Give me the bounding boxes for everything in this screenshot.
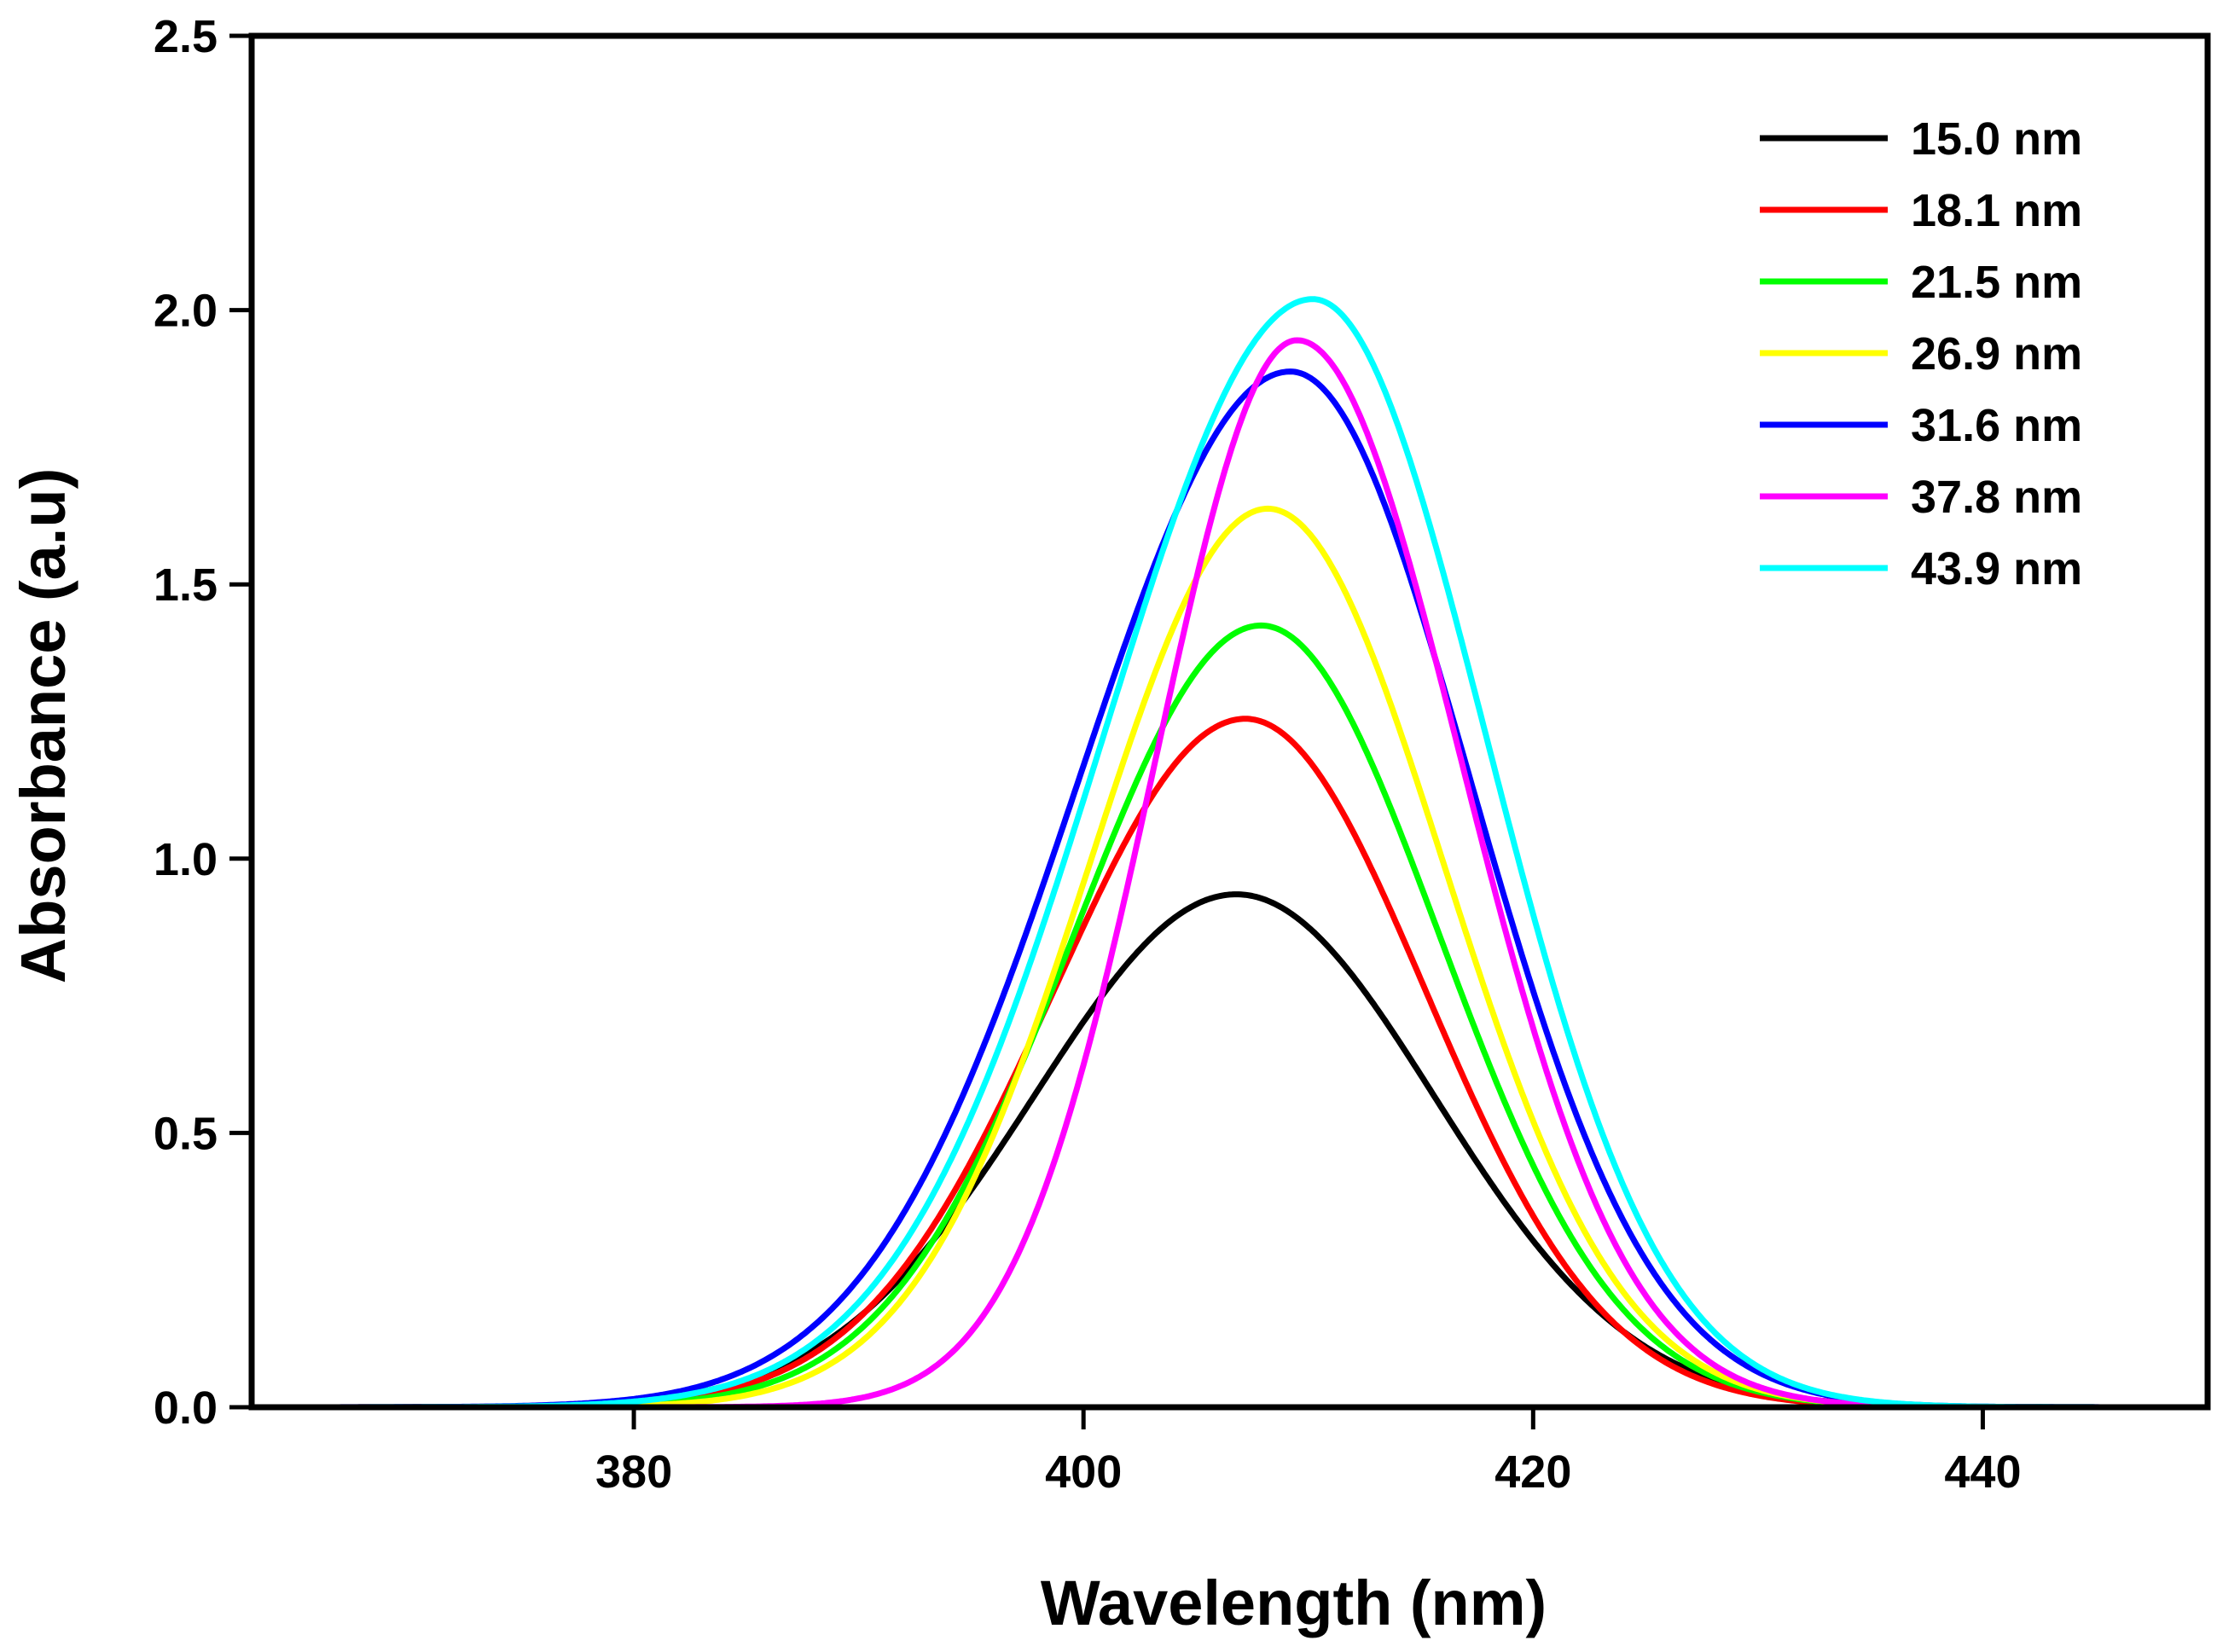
- series-line-4: [251, 505, 2208, 1411]
- x-tick-label: 440: [1944, 1446, 2021, 1498]
- plot-frame: [248, 32, 2211, 1411]
- legend-label-1: 15.0 nm: [1911, 113, 2082, 165]
- x-tick-label: 380: [595, 1446, 672, 1498]
- legend: 15.0 nm 18.1 nm 21.5 nm 26.9 nm 31.6 nm 37.8 …: [1760, 113, 2082, 594]
- y-axis: 0.0 0.5 1.0 1.5 2.0 2.5: [154, 11, 252, 1434]
- y-tick-label: 1.0: [154, 834, 218, 885]
- series-line-1: [251, 891, 2208, 1411]
- x-axis-title: Wavelength (nm): [1041, 1568, 1547, 1638]
- series-line-2: [251, 716, 2208, 1411]
- legend-label-2: 18.1 nm: [1911, 185, 2082, 236]
- x-axis: 380 400 420 440: [595, 1407, 2021, 1498]
- legend-label-7: 43.9 nm: [1911, 543, 2082, 594]
- legend-label-6: 37.8 nm: [1911, 472, 2082, 523]
- legend-label-3: 21.5 nm: [1911, 257, 2082, 308]
- legend-label-5: 31.6 nm: [1911, 400, 2082, 451]
- series-layer: [251, 296, 2208, 1411]
- x-tick-label: 400: [1045, 1446, 1122, 1498]
- series-line-3: [251, 622, 2208, 1411]
- y-tick-label: 0.0: [154, 1382, 218, 1434]
- legend-label-4: 26.9 nm: [1911, 328, 2082, 380]
- y-tick-label: 2.5: [154, 11, 218, 62]
- y-tick-label: 1.5: [154, 559, 218, 611]
- series-line-7: [251, 296, 2208, 1411]
- y-tick-label: 0.5: [154, 1108, 218, 1159]
- x-tick-label: 420: [1494, 1446, 1571, 1498]
- y-axis-title: Absorbance (a.u): [8, 468, 78, 983]
- y-tick-label: 2.0: [154, 286, 218, 337]
